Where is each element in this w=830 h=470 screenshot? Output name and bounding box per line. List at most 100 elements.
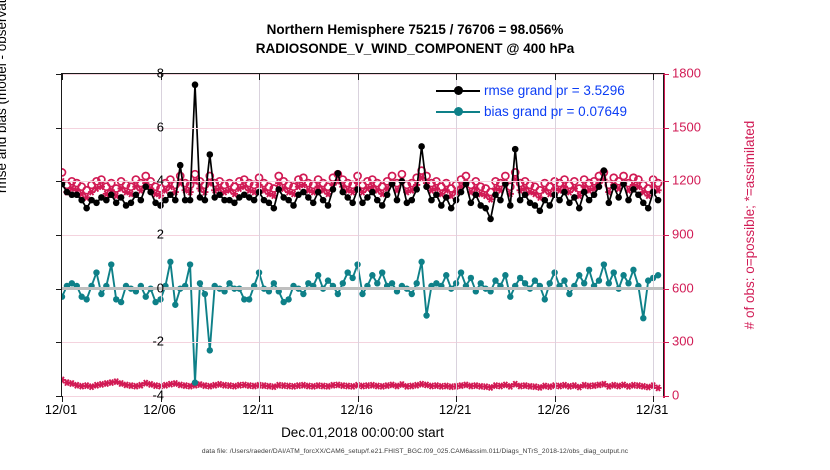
obs-assimilated-low-marker <box>560 381 569 389</box>
obs-assimilated-low-marker <box>324 382 332 390</box>
data-point-marker <box>585 266 593 274</box>
tick-right <box>663 181 669 183</box>
data-point-marker <box>127 199 135 207</box>
data-point-marker <box>201 290 209 298</box>
data-point-marker <box>300 290 307 298</box>
obs-assimilated-low-marker <box>117 379 125 388</box>
data-point-marker <box>506 202 514 209</box>
data-point-marker <box>186 196 194 204</box>
obs-assimilated-marker <box>486 195 495 203</box>
obs-possible-marker <box>634 175 643 184</box>
obs-assimilated-marker <box>521 184 529 193</box>
data-point-marker <box>334 169 342 177</box>
data-point-marker <box>246 296 253 303</box>
data-point-marker <box>68 191 76 199</box>
tick-left <box>56 127 62 129</box>
data-point-marker <box>502 180 509 188</box>
data-point-marker <box>240 191 248 199</box>
y-tick-label-right: 0 <box>672 387 680 403</box>
obs-assimilated-marker <box>427 186 436 194</box>
obs-assimilated-low-marker <box>619 381 628 389</box>
obs-assimilated-low-marker <box>575 383 583 391</box>
y-tick-label-left: -2 <box>152 333 164 349</box>
x-axis-label: Dec.01,2018 00:00:00 start <box>281 425 444 440</box>
obs-assimilated-marker <box>531 190 539 198</box>
obs-assimilated-marker <box>349 188 357 196</box>
data-point-marker <box>62 180 66 188</box>
obs-assimilated-low-marker <box>422 381 431 389</box>
data-point-marker <box>107 191 115 199</box>
obs-assimilated-marker <box>97 183 106 191</box>
data-point-marker <box>497 196 504 204</box>
page-title-line2: RADIOSONDE_V_WIND_COMPONENT @ 400 hPa <box>255 41 575 56</box>
y-tick-label-right: 1500 <box>672 119 701 135</box>
y-tick-label-left: 0 <box>156 280 164 296</box>
zero-reference-line <box>62 287 663 291</box>
data-point-marker <box>329 186 337 193</box>
legend-item-rmse[interactable]: rmse grand pr = 3.5296 <box>432 80 658 101</box>
obs-assimilated-marker <box>92 184 101 193</box>
legend-item-bias[interactable]: bias grand pr = 0.07649 <box>432 101 658 122</box>
plot-area[interactable] <box>56 73 669 402</box>
data-point-marker <box>206 151 214 158</box>
data-file-path: data file: /Users/raeder/DAI/ATM_forcXX/… <box>201 448 629 455</box>
obs-assimilated-low-marker <box>600 380 608 388</box>
data-point-marker <box>492 191 499 199</box>
obs-possible-marker <box>560 175 569 184</box>
obs-assimilated-low-marker <box>486 383 495 392</box>
data-point-marker <box>408 290 415 298</box>
legend-label-rmse: rmse grand pr = 3.5296 <box>484 83 625 98</box>
data-point-marker <box>640 314 647 322</box>
data-point-marker <box>620 180 627 188</box>
chart-legend[interactable]: rmse grand pr = 3.5296 bias grand pr = 0… <box>432 80 658 122</box>
data-point-marker <box>275 186 283 193</box>
data-point-marker <box>250 196 258 204</box>
data-point-marker <box>654 196 662 204</box>
data-point-marker <box>319 196 327 204</box>
gridline-horizontal <box>62 181 663 183</box>
obs-assimilated-marker <box>570 184 578 193</box>
obs-assimilated-marker <box>442 186 450 194</box>
obs-assimilated-low-marker <box>605 382 613 390</box>
obs-assimilated-marker <box>294 183 303 191</box>
data-point-marker <box>167 258 174 266</box>
obs-possible-marker <box>461 171 471 181</box>
obs-possible-marker <box>190 169 200 179</box>
obs-assimilated-marker <box>161 186 170 194</box>
data-point-marker <box>334 290 342 298</box>
obs-assimilated-low-marker <box>112 378 120 386</box>
obs-assimilated-low-marker <box>654 384 662 392</box>
data-point-marker <box>580 280 588 287</box>
data-point-marker <box>654 272 662 279</box>
data-point-marker <box>536 207 544 215</box>
x-tick-label: 12/16 <box>340 402 373 417</box>
data-point-marker <box>324 202 332 209</box>
data-point-marker <box>191 81 199 89</box>
data-point-marker <box>265 199 273 207</box>
legend-marker-bias <box>454 107 463 116</box>
data-point-marker <box>290 202 297 209</box>
data-point-marker <box>566 290 573 298</box>
data-point-marker <box>477 202 485 209</box>
gridline-vertical <box>653 74 655 396</box>
obs-assimilated-low-marker <box>506 382 514 390</box>
legend-marker-rmse <box>454 86 463 95</box>
data-point-marker <box>142 183 150 190</box>
obs-possible-marker <box>387 171 397 181</box>
data-point-marker <box>447 204 455 212</box>
tick-bottom <box>62 396 63 402</box>
tick-left <box>56 235 62 236</box>
data-point-marker <box>339 188 347 196</box>
x-tick-label: 12/26 <box>537 402 570 417</box>
data-point-marker <box>285 296 292 303</box>
data-point-marker <box>280 298 287 306</box>
data-point-marker <box>625 196 632 204</box>
obs-possible-marker <box>353 171 362 181</box>
data-point-marker <box>196 280 204 287</box>
gridline-vertical <box>160 74 162 396</box>
tick-top <box>259 74 260 80</box>
data-point-marker <box>305 194 312 201</box>
obs-assimilated-low-marker <box>511 380 519 388</box>
tick-top <box>160 74 162 80</box>
data-point-marker <box>620 272 627 279</box>
